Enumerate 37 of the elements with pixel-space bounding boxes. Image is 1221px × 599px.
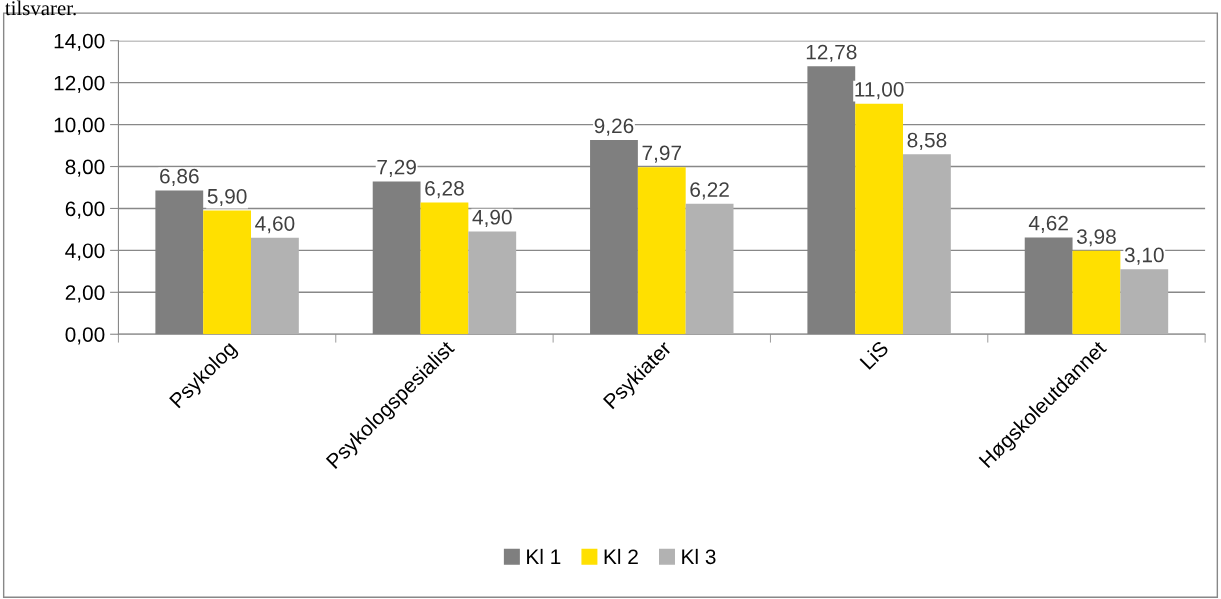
- bar: [420, 202, 469, 335]
- y-tick-label: 6,00: [65, 201, 105, 219]
- y-tick-label: 4,00: [65, 243, 105, 261]
- y-tick-label: 14,00: [54, 33, 105, 51]
- bar: [637, 167, 686, 335]
- bar: [903, 154, 951, 335]
- data-label: 6,22: [690, 182, 729, 200]
- bar: [251, 237, 299, 335]
- text: tilsvarer.: [5, 0, 76, 16]
- bar: [1120, 269, 1169, 335]
- data-label: 7,29: [377, 159, 416, 177]
- y-tick-label: 8,00: [65, 159, 105, 177]
- data-label: 6,28: [425, 180, 464, 199]
- data-label: 4,90: [472, 209, 512, 228]
- data-label: 5,90: [207, 188, 247, 207]
- legend-label: Kl 3: [682, 548, 716, 565]
- bar: [468, 231, 517, 335]
- data-label: 3,10: [1124, 247, 1164, 265]
- data-label: 11,00: [855, 81, 904, 100]
- legend-label: Kl 2: [604, 548, 638, 564]
- data-label: 9,26: [594, 118, 634, 136]
- y-tick-label: 0,00: [65, 327, 105, 345]
- y-tick-label: 10,00: [54, 117, 105, 135]
- bar: [855, 103, 904, 335]
- data-label: 4,62: [1028, 215, 1068, 233]
- data-label: 12,78: [806, 44, 857, 62]
- bar: [1072, 250, 1121, 335]
- bar: [685, 203, 734, 335]
- y-tick-label: 2,00: [65, 285, 105, 303]
- data-label: 6,86: [160, 168, 199, 186]
- data-label: 8,58: [907, 132, 947, 150]
- x-tick-label: LiS: [859, 339, 890, 371]
- data-label: 4,60: [255, 216, 295, 234]
- data-label: 3,98: [1076, 229, 1116, 247]
- legend-label: Kl 1: [527, 548, 561, 564]
- data-label: 7,97: [642, 145, 682, 163]
- y-tick-label: 12,00: [54, 75, 105, 93]
